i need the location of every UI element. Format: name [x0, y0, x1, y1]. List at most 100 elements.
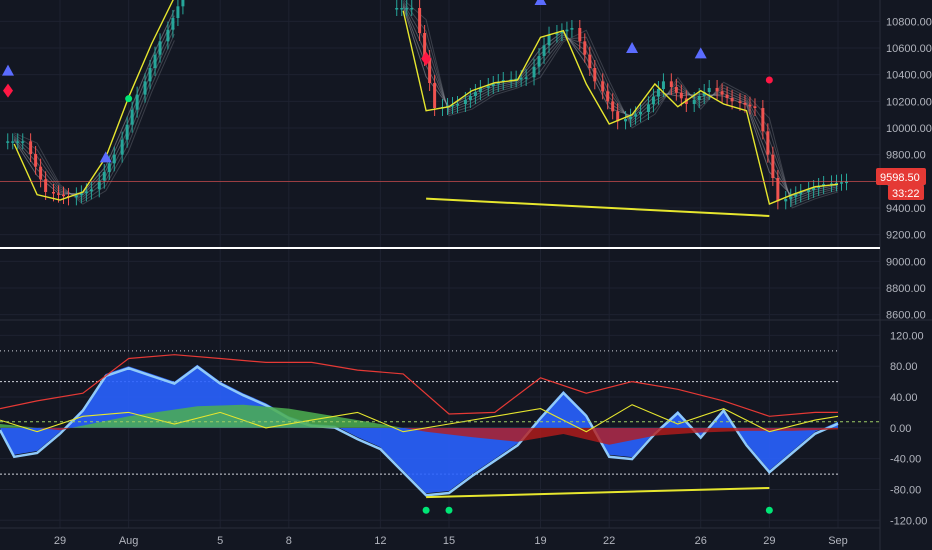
price-axis-tick-label: 8600.00 [886, 310, 926, 322]
candle-up [181, 0, 185, 7]
candle-down [583, 41, 587, 55]
candle-up [130, 109, 134, 125]
candle-up [496, 82, 500, 84]
candle-up [560, 31, 564, 33]
candle-up [532, 66, 536, 78]
price-axis-tick-label: 10400.00 [886, 70, 932, 82]
candle-up [79, 193, 83, 196]
candle-up [97, 180, 101, 190]
candle-up [74, 195, 78, 198]
ma-ribbon-line [13, 40, 175, 205]
candle-up [166, 29, 170, 42]
candle-up [634, 114, 638, 117]
oscillator-axis-tick-label: 0.00 [890, 423, 911, 435]
candle-down [29, 141, 33, 154]
candle-up [639, 112, 643, 115]
candle-up [107, 163, 111, 172]
candle-down [423, 33, 427, 58]
oscillator-trend-line [426, 486, 770, 499]
candle-up [555, 33, 559, 35]
candle-up [473, 92, 477, 96]
candle-up [135, 94, 139, 110]
sell-signal-diamond [421, 51, 432, 66]
buy-signal-triangle [99, 151, 112, 163]
candle-down [62, 194, 65, 197]
candle-up [799, 192, 803, 195]
price-axis-tick-label: 10600.00 [886, 43, 932, 55]
candle-up [537, 56, 541, 67]
candle-up [112, 154, 116, 164]
time-axis-tick-label: 12 [374, 535, 386, 547]
candle-up [661, 81, 665, 89]
candle-up [570, 28, 574, 30]
buy-signal-triangle [2, 64, 14, 76]
oscillator-axis-tick-label: 40.00 [890, 392, 918, 404]
signal-ma-line [13, 0, 174, 201]
candle-down [738, 101, 742, 103]
candle-up [491, 84, 495, 86]
candle-down [588, 54, 592, 68]
candle-down [57, 193, 60, 195]
time-axis-tick-label: 15 [443, 535, 455, 547]
candle-up [120, 139, 124, 155]
red-oscillator-line [0, 354, 838, 417]
candle-up [125, 124, 129, 140]
candle-up [794, 194, 798, 197]
price-badge-box [876, 168, 926, 185]
candle-up [835, 182, 838, 185]
candle-down [715, 88, 719, 92]
candle-up [84, 191, 88, 194]
time-axis-tick-label: 8 [286, 535, 292, 547]
candle-up [822, 184, 826, 186]
price-axis-tick-label: 9000.00 [886, 256, 926, 268]
candle-up [405, 8, 409, 10]
candle-up [812, 188, 816, 190]
price-axis-tick-label: 10800.00 [886, 16, 932, 28]
oscillator-dot-marker [445, 506, 453, 514]
price-badge: 9598.50 33:22 [876, 168, 926, 200]
candle-up [478, 88, 482, 92]
time-axis-tick-label: 22 [603, 535, 615, 547]
candle-up [153, 54, 157, 68]
price-axis-tick-label: 9800.00 [886, 150, 926, 162]
price-axis-tick-label: 8800.00 [886, 283, 926, 295]
candle-up [456, 104, 459, 106]
candle-up [468, 96, 472, 100]
candle-down [616, 111, 620, 122]
buy-signal-triangle [534, 0, 547, 5]
candle-up [16, 141, 20, 143]
time-axis-tick-label: Sep [828, 535, 848, 547]
candle-up [565, 29, 569, 32]
candle-up [692, 100, 696, 104]
candle-up [400, 8, 404, 10]
candle-down [761, 108, 765, 132]
oscillator-axis-tick-label: 120.00 [890, 330, 924, 342]
candle-down [753, 106, 757, 108]
candle-up [845, 181, 848, 184]
candle-up [176, 6, 180, 18]
time-axis-tick-label: 19 [534, 535, 546, 547]
candle-up [519, 78, 523, 80]
price-axis-tick-label: 9200.00 [886, 230, 926, 242]
time-axis-tick-label: 5 [217, 535, 223, 547]
candle-down [601, 81, 605, 92]
candle-up [451, 105, 454, 107]
signal-dot [125, 95, 133, 103]
oscillator-axis-tick-label: 80.00 [890, 361, 918, 373]
candle-up [514, 78, 518, 81]
candle-down [669, 81, 673, 87]
candle-up [158, 41, 162, 55]
axis-layer: 10800.00 10600.00 10400.00 10200.00 10000.00… [54, 16, 932, 547]
candle-up [486, 86, 490, 88]
price-axis-tick-label: 10200.00 [886, 96, 932, 108]
candle-up [395, 8, 399, 10]
candle-down [606, 91, 610, 102]
momentum-negative-area [0, 427, 838, 445]
candle-up [702, 92, 706, 96]
sell-signal-diamond [3, 83, 13, 98]
price-badge-value: 9598.50 [880, 172, 920, 184]
candle-up [697, 96, 701, 100]
candle-up [656, 89, 660, 97]
candle-up [143, 81, 147, 95]
candle-down [611, 101, 615, 112]
